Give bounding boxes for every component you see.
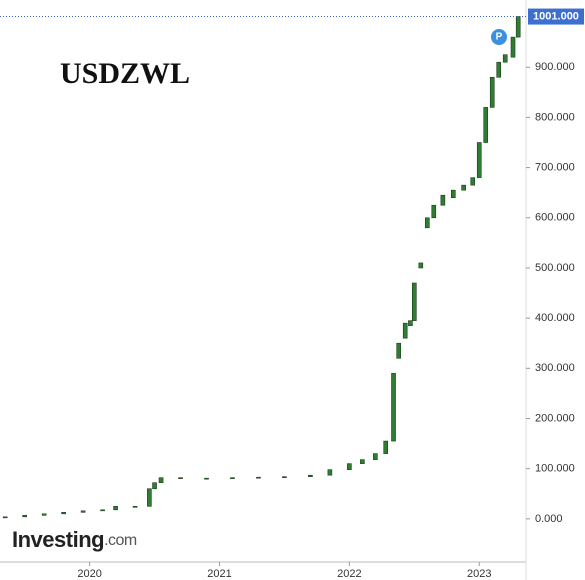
x-tick-label: 2023 — [467, 568, 491, 580]
marker — [491, 29, 507, 45]
candle — [391, 373, 396, 442]
y-tick-label: 600.000 — [535, 212, 575, 224]
y-tick-label: 500.000 — [535, 262, 575, 274]
candle — [2, 516, 8, 519]
candle — [132, 506, 138, 508]
candle — [22, 515, 27, 518]
candle — [502, 54, 508, 63]
candle — [308, 474, 313, 477]
candle — [113, 506, 118, 511]
candle — [147, 488, 152, 507]
y-tick-label: 900.000 — [535, 61, 575, 73]
candle — [396, 342, 402, 359]
last-price-label: 1001.000 — [533, 10, 579, 22]
candle — [515, 16, 521, 38]
candle — [256, 476, 261, 479]
candle — [204, 477, 209, 480]
y-tick-label: 800.000 — [535, 111, 575, 123]
candle — [402, 322, 408, 339]
candle — [510, 36, 516, 58]
candle — [408, 320, 413, 326]
candle — [158, 477, 164, 484]
candle — [373, 453, 378, 460]
candle — [483, 107, 489, 143]
candle — [178, 477, 183, 480]
candle — [431, 204, 437, 219]
candle — [418, 262, 424, 269]
y-tick-label: 200.000 — [535, 412, 575, 424]
candle — [450, 189, 456, 199]
candle — [100, 509, 105, 512]
candle — [282, 476, 287, 478]
candle — [347, 463, 352, 470]
candle — [61, 512, 66, 515]
last-price-box — [528, 8, 584, 25]
candle — [496, 61, 502, 78]
candle — [412, 282, 417, 321]
candle — [424, 217, 430, 229]
marker-label: P — [496, 32, 503, 43]
y-tick-label: 400.000 — [535, 312, 575, 324]
candle — [470, 177, 476, 186]
candle — [383, 440, 389, 454]
x-tick-label: 2020 — [77, 568, 101, 580]
y-tick-label: 100.000 — [535, 463, 575, 475]
y-tick-label: 700.000 — [535, 162, 575, 174]
y-tick-label: 300.000 — [535, 362, 575, 374]
candle — [489, 76, 495, 108]
candle — [80, 510, 86, 513]
logo: Investing.com — [12, 527, 137, 552]
candle — [41, 513, 47, 516]
logo-main: Investing — [12, 527, 104, 552]
candle — [360, 459, 365, 464]
logo-suffix: .com — [104, 532, 137, 549]
candle — [461, 184, 466, 191]
candle — [152, 482, 157, 490]
x-tick-label: 2022 — [337, 568, 361, 580]
candle — [440, 194, 446, 206]
candle — [476, 142, 482, 178]
chart-title: USDZWL — [60, 57, 190, 90]
candle — [327, 469, 333, 476]
x-tick-label: 2021 — [207, 568, 231, 580]
candle — [230, 477, 235, 480]
y-tick-label: 0.000 — [535, 513, 563, 525]
